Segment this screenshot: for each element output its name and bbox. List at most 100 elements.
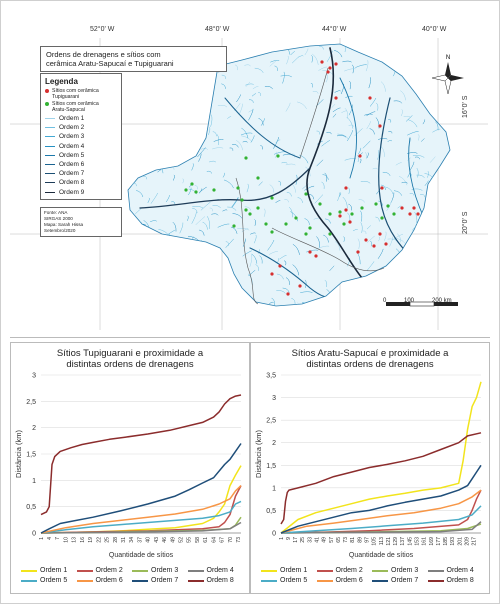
- legend-item-order-6: Ordem 6: [45, 160, 117, 169]
- drainage-line: [396, 233, 401, 243]
- drainage-line: [248, 99, 254, 103]
- drainage-line: [131, 308, 142, 310]
- drainage-line: [358, 45, 360, 51]
- drainage-line: [166, 250, 172, 255]
- drainage-line: [348, 124, 355, 127]
- aratu-sapucai-site-marker: [256, 206, 260, 210]
- credit-line: Fonte: ANA: [44, 210, 68, 215]
- drainage-line: [182, 266, 186, 278]
- drainage-line: [312, 53, 319, 65]
- drainage-line: [285, 277, 290, 285]
- drainage-line: [323, 234, 329, 243]
- drainage-line: [369, 128, 375, 135]
- drainage-line: [245, 81, 251, 87]
- drainage-line: [436, 99, 439, 105]
- drainage-line: [146, 305, 154, 306]
- drainage-line: [381, 184, 386, 191]
- map-title-line: Ordens de drenagens e sítios com: [46, 50, 161, 59]
- drainage-line: [248, 269, 256, 277]
- x-axis-label: Quantidade de sítios: [109, 552, 174, 559]
- drainage-line: [347, 212, 351, 221]
- drainage-line: [183, 265, 186, 271]
- drainage-line: [227, 206, 237, 211]
- tupiguarani-site-marker: [344, 208, 348, 212]
- x-tick-label: 61: [203, 537, 209, 543]
- drainage-line: [128, 174, 135, 179]
- y-tick-label: 2: [32, 425, 36, 432]
- tupiguarani-site-marker: [364, 238, 368, 242]
- drainage-line: [242, 238, 246, 247]
- drainage-line: [342, 196, 348, 209]
- y-tick-label: 1: [272, 485, 276, 492]
- drainage-line: [279, 255, 287, 260]
- drainage-line: [128, 114, 135, 119]
- drainage-line: [144, 79, 154, 89]
- drainage-line: [229, 147, 234, 151]
- drainage-line: [393, 190, 403, 196]
- drainage-line: [144, 123, 155, 129]
- drainage-line: [354, 128, 363, 136]
- chart-title: Sítios Tupiguarani e proximidade a disti…: [56, 348, 204, 370]
- legend-label: Ordem 2: [95, 567, 123, 574]
- drainage-line: [427, 213, 434, 215]
- x-tick-label: 153: [415, 537, 421, 546]
- aratu-sapucai-site-marker: [256, 176, 260, 180]
- legend-item-order-7: Ordem 7: [45, 169, 117, 178]
- drainage-line: [134, 246, 141, 249]
- drainage-line: [435, 44, 444, 49]
- drainage-line: [286, 55, 289, 65]
- tupiguarani-site-marker: [348, 220, 352, 224]
- scale-label: 100: [404, 298, 415, 304]
- legend-swatch: [261, 579, 277, 582]
- legend-swatch: [316, 569, 333, 572]
- drainage-line: [429, 156, 436, 163]
- x-tick-label: 65: [336, 537, 342, 543]
- drainage-line: [219, 292, 224, 297]
- drainage-line: [452, 219, 458, 227]
- drainage-line: [401, 181, 408, 184]
- drainage-line: [434, 252, 437, 260]
- drainage-line: [179, 81, 184, 88]
- aratu-sapucai-site-marker: [328, 212, 332, 216]
- drainage-line: [334, 90, 341, 93]
- drainage-line: [324, 172, 328, 182]
- drainage-line: [227, 48, 234, 52]
- scale-label: 200 km: [432, 298, 452, 304]
- drainage-line: [398, 175, 408, 186]
- legend-label: Ordem 7: [391, 577, 419, 584]
- aratu-sapucai-site-marker: [284, 222, 288, 226]
- series-line-ordem-7: [40, 443, 242, 534]
- drainage-line: [273, 307, 279, 315]
- drainage-line: [282, 287, 290, 293]
- legend-swatch: [187, 579, 204, 582]
- map-legend: Legenda Sítios com cerâmica Tupiguarani S…: [40, 73, 122, 200]
- drainage-line: [278, 180, 282, 186]
- drainage-line: [198, 153, 202, 162]
- drainage-line: [366, 111, 376, 117]
- drainage-line: [299, 154, 309, 164]
- drainage-line: [362, 140, 371, 149]
- aratu-sapucai-site-marker: [318, 202, 322, 206]
- tupiguarani-site-marker: [328, 66, 332, 70]
- drainage-line: [176, 39, 179, 42]
- drainage-line: [314, 194, 324, 204]
- drainage-line: [281, 162, 288, 164]
- series-line-ordem-5: [40, 500, 242, 534]
- x-tick-label: 10: [63, 537, 69, 543]
- drainage-line: [162, 92, 165, 98]
- drainage-line: [326, 73, 328, 83]
- map-title-line: cerâmica Aratu-Sapucaí e Tupiguarani: [46, 59, 174, 68]
- legend-entry-ordem-5: Ordem 5: [21, 577, 77, 584]
- drainage-line: [171, 81, 176, 85]
- drainage-line: [366, 261, 375, 272]
- y-tick-label: 3: [272, 395, 276, 402]
- drainage-line: [258, 118, 264, 126]
- drainage-line: [407, 239, 419, 247]
- legend-swatch: [261, 569, 277, 572]
- drainage-line: [366, 235, 375, 243]
- x-tick-label: 201: [457, 537, 463, 546]
- x-tick-label: 28: [113, 537, 119, 543]
- drainage-line: [304, 279, 307, 289]
- legend-swatch: [427, 569, 444, 572]
- drainage-line: [173, 129, 180, 135]
